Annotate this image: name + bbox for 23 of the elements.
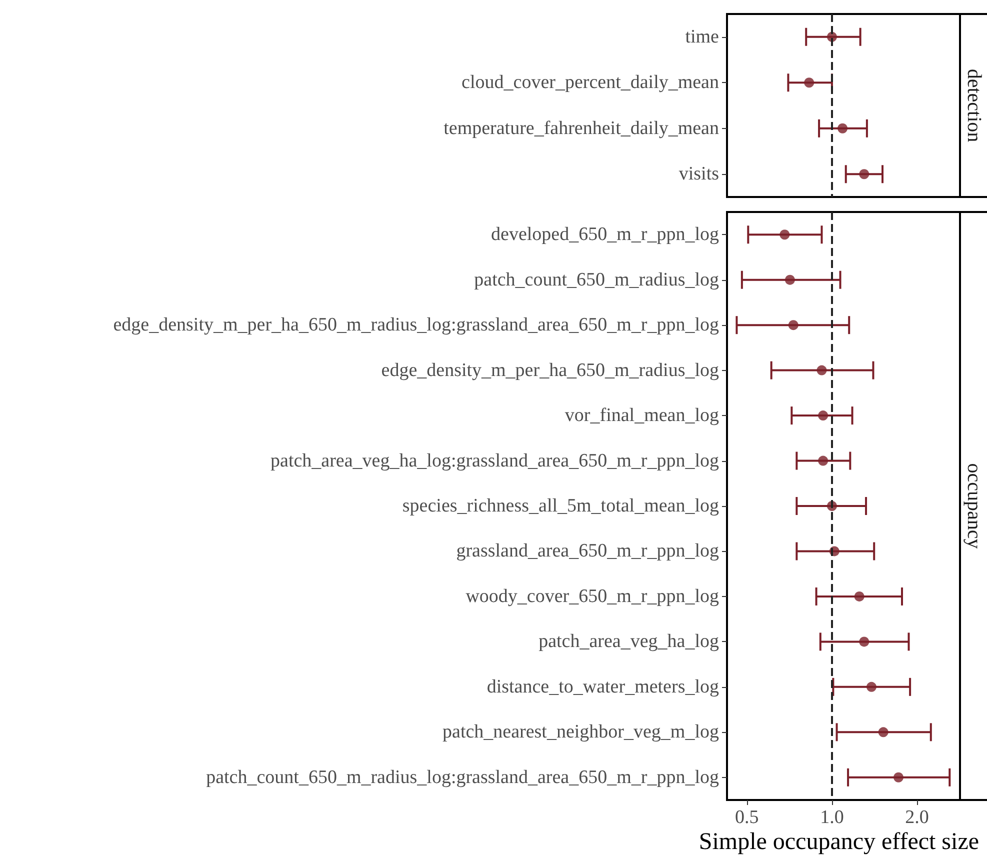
y-tick-label: patch_area_veg_ha_log:grassland_area_650_m_r_ppn_log	[270, 450, 720, 472]
y-tick-label: cloud_cover_percent_daily_mean	[462, 72, 720, 94]
y-tick-label: developed_650_m_r_ppn_log	[491, 224, 720, 246]
text: occupancy	[963, 463, 985, 549]
y-tick-label: woody_cover_650_m_r_ppn_log	[466, 586, 720, 607]
y-tick-label: time	[685, 26, 719, 48]
y-tick-label: distance_to_water_meters_log	[486, 676, 720, 698]
y-tick-label: edge_density_m_per_ha_650_m_radius_log	[381, 360, 720, 381]
y-tick-label: patch_area_veg_ha_log	[538, 631, 720, 652]
y-tick-label: patch_count_650_m_radius_log:grassland_area_650_m_r_ppn_log	[206, 766, 720, 788]
text: detection	[963, 68, 985, 142]
x-tick-label: 1.0	[820, 807, 844, 828]
x-axis-title: Simple occupancy effect size	[698, 829, 980, 855]
x-tick-label: 2.0	[905, 807, 929, 828]
y-tick-label: patch_count_650_m_radius_log	[474, 269, 720, 290]
y-tick-label: vor_final_mean_log	[564, 405, 720, 426]
y-tick-label: species_richness_all_5m_total_mean_log	[402, 496, 720, 516]
x-tick-label: 0.5	[735, 807, 759, 828]
y-tick-label: grassland_area_650_m_r_ppn_log	[456, 540, 720, 562]
y-tick-label: temperature_fahrenheit_daily_mean	[444, 118, 720, 139]
y-tick-label: edge_density_m_per_ha_650_m_radius_log:grassland_area_650_m_r_ppn_log	[113, 314, 720, 336]
y-tick-label: patch_nearest_neighbor_veg_m_log	[442, 722, 720, 743]
y-tick-label: visits	[678, 164, 719, 185]
